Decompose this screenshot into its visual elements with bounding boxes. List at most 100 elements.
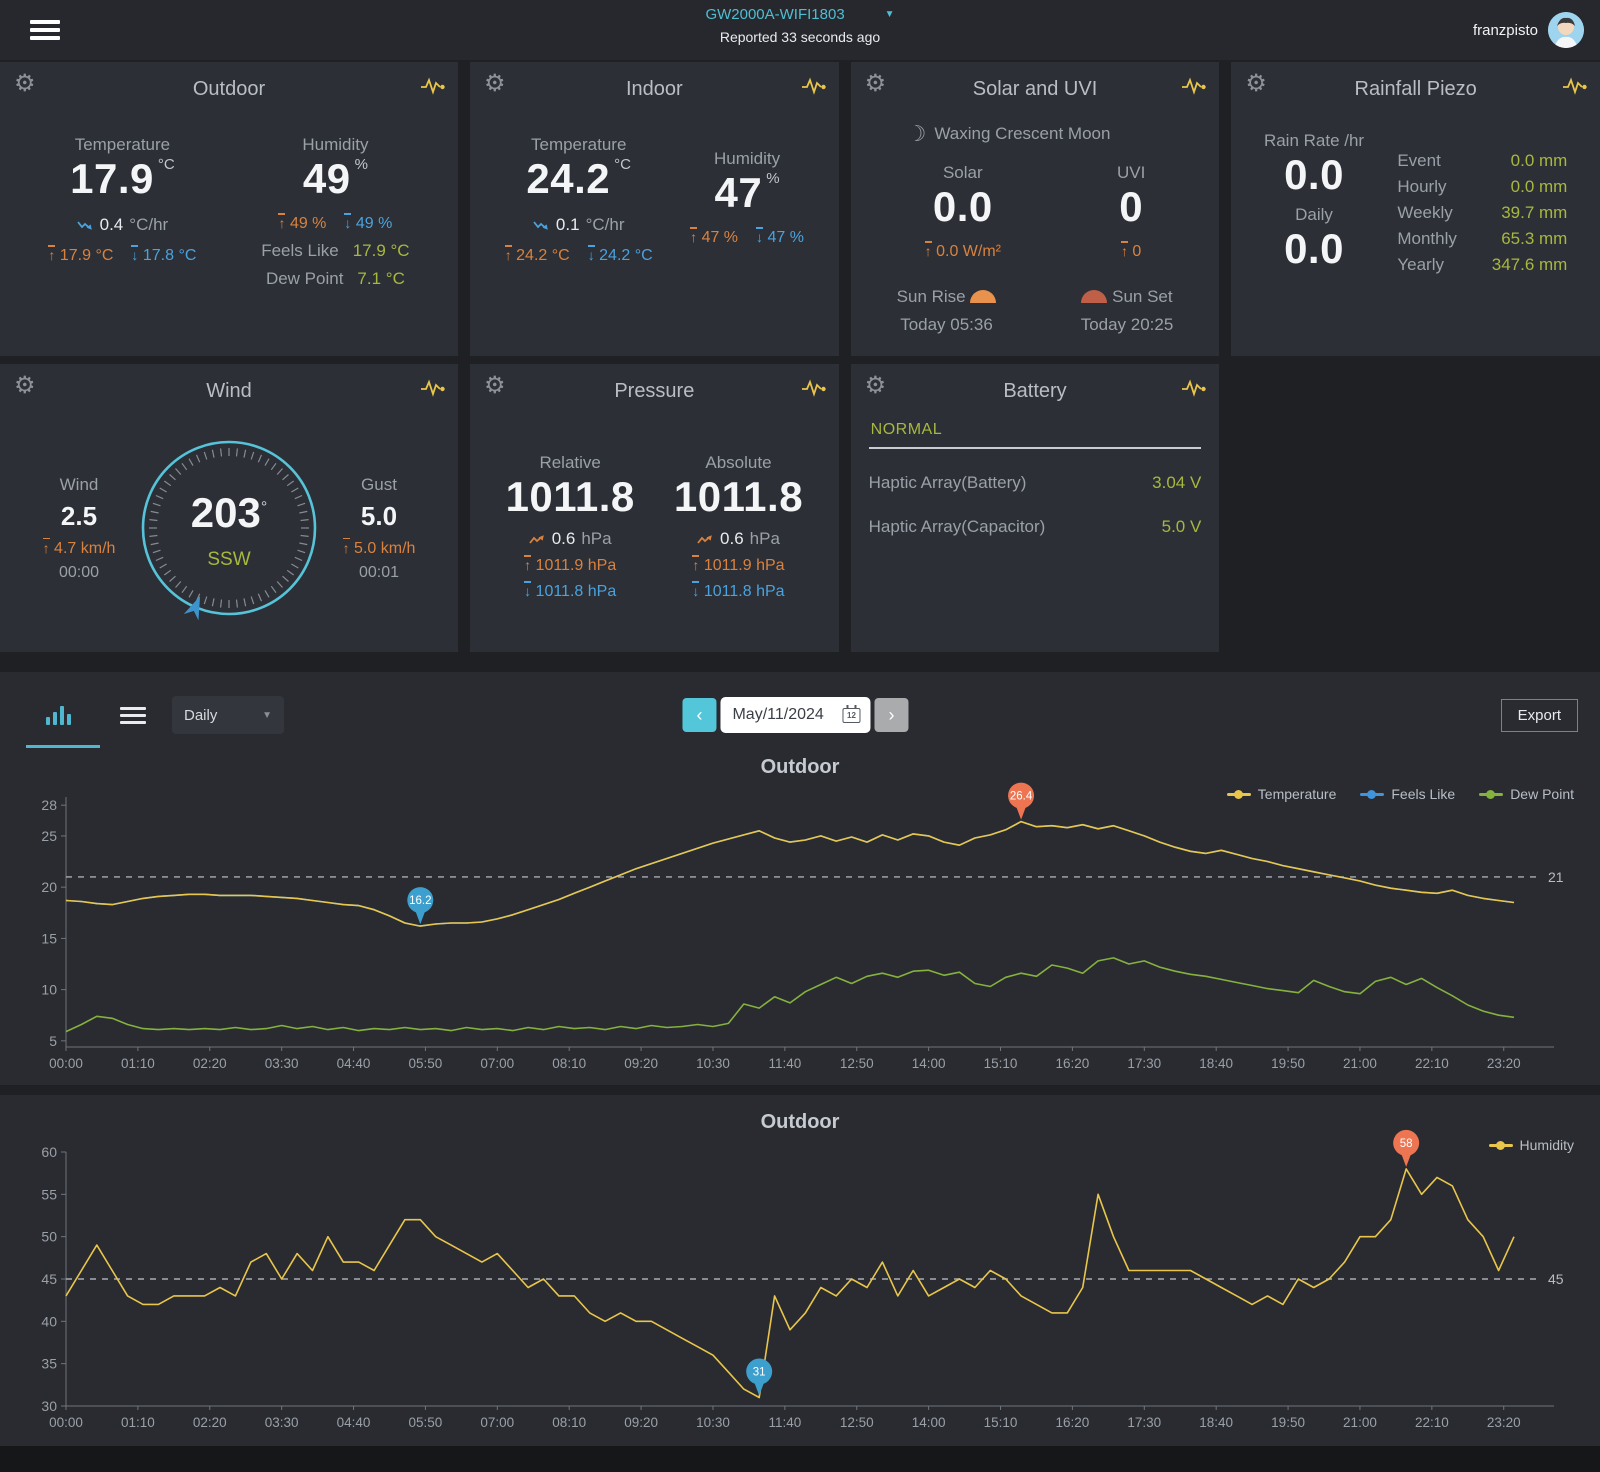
feels-like-value: 17.9 °C	[352, 241, 410, 260]
history-pulse-icon[interactable]	[801, 76, 827, 101]
svg-text:23:20: 23:20	[1487, 1415, 1521, 1430]
rain-stat-row: Monthly 65.3 mm	[1397, 229, 1568, 248]
humidity-chart[interactable]: 30 35 40 45 50 55 60 00:00 01:10 02:20 03:30 04:40 0…	[20, 1129, 1580, 1440]
svg-text:16:20: 16:20	[1056, 1415, 1090, 1430]
svg-text:31: 31	[753, 1367, 766, 1379]
svg-text:02:20: 02:20	[193, 1415, 227, 1430]
dew-point-value: 7.1 °C	[357, 269, 405, 288]
svg-text:04:40: 04:40	[337, 1415, 371, 1430]
history-pulse-icon[interactable]	[1181, 378, 1207, 403]
uvi-block: UVI 0 ↑ 0	[1116, 163, 1146, 260]
card-title: Battery	[1003, 380, 1067, 402]
card-pressure: ⚙ Pressure Relative 1011.8 0.6 hPa ↑ 101…	[470, 364, 839, 652]
avatar-face	[1548, 12, 1584, 48]
gear-icon[interactable]: ⚙	[484, 372, 506, 399]
menu-icon[interactable]	[30, 16, 60, 44]
svg-text:10: 10	[41, 982, 57, 998]
card-title: Rainfall Piezo	[1354, 78, 1477, 100]
svg-text:11:40: 11:40	[768, 1415, 801, 1430]
temperature-chart-block: Outdoor Temperature Feels Like Dew Point 5…	[20, 756, 1580, 1081]
svg-text:10:30: 10:30	[696, 1415, 730, 1430]
absolute-pressure-block: Absolute 1011.8 0.6 hPa ↑ 1011.9 hPa ↓ 1…	[673, 453, 804, 600]
gear-icon[interactable]: ⚙	[864, 70, 887, 97]
svg-text:14:00: 14:00	[912, 1056, 946, 1071]
battery-status: NORMAL	[870, 421, 943, 438]
chart-legend: Temperature Feels Like Dew Point	[1203, 786, 1574, 802]
svg-text:58: 58	[1400, 1138, 1413, 1150]
svg-text:14:00: 14:00	[912, 1415, 946, 1430]
battery-row: Haptic Array(Capacitor) 5.0 V	[868, 517, 1202, 536]
gear-icon[interactable]: ⚙	[484, 70, 506, 97]
svg-text:17:30: 17:30	[1127, 1056, 1161, 1071]
svg-text:09:20: 09:20	[624, 1056, 658, 1071]
chart-toolbar: Daily ▼ ‹ 12 › Export	[20, 682, 1580, 748]
sunrise-block: Sun Rise Today 05:36	[897, 287, 997, 335]
rain-stat-row: Event 0.0 mm	[1397, 151, 1568, 170]
indoor-humidity-block: Humidity 47% ↑ 47 % ↓ 47 %	[690, 149, 804, 246]
svg-text:40: 40	[41, 1313, 57, 1329]
legend-item[interactable]: Humidity	[1488, 1137, 1574, 1153]
rain-stat-row: Yearly 347.6 mm	[1397, 255, 1568, 274]
svg-text:03:30: 03:30	[265, 1415, 299, 1430]
next-day-button[interactable]: ›	[874, 698, 909, 732]
chevron-down-icon[interactable]: ▼	[884, 9, 895, 20]
legend-item[interactable]: Feels Like	[1360, 786, 1455, 802]
date-navigation: ‹ 12 ›	[682, 697, 909, 733]
trend-up-icon	[697, 534, 712, 544]
tab-list-view[interactable]	[120, 703, 146, 728]
avatar[interactable]	[1548, 12, 1584, 48]
svg-text:21: 21	[1548, 869, 1564, 885]
card-title: Outdoor	[192, 78, 266, 100]
svg-text:01:10: 01:10	[121, 1056, 155, 1071]
wind-speed-value: 2.5	[60, 500, 98, 531]
legend-item[interactable]: Dew Point	[1479, 786, 1574, 802]
min-value: ↓ 49 %	[344, 213, 393, 232]
svg-text:01:10: 01:10	[121, 1415, 155, 1430]
svg-text:50: 50	[41, 1229, 57, 1245]
dashboard-cards: ⚙ Outdoor Temperature 17.9 °C 0.4 °C/hr ↑…	[0, 62, 1600, 652]
chart-panel: Daily ▼ ‹ 12 › Export Outdoor Temperatur…	[0, 672, 1600, 1085]
svg-text:15:10: 15:10	[984, 1056, 1018, 1071]
wind-direction-arrow	[183, 596, 201, 621]
device-selector[interactable]: GW2000A-WIFI1803 ▼ Reported 33 seconds a…	[705, 6, 894, 45]
sunset-time: Today 20:25	[1080, 315, 1174, 334]
svg-text:22:10: 22:10	[1415, 1415, 1449, 1430]
svg-text:09:20: 09:20	[624, 1415, 658, 1430]
temperature-value: 17.9	[70, 155, 154, 202]
date-field[interactable]: 12	[720, 697, 871, 733]
wind-speed-block: Wind 2.5 ↑ 4.7 km/h 00:00	[24, 475, 134, 582]
gear-icon[interactable]: ⚙	[14, 70, 36, 97]
divider	[868, 447, 1202, 449]
chart-title: Outdoor	[760, 756, 840, 778]
gust-block: Gust 5.0 ↑ 5.0 km/h 00:01	[324, 475, 434, 582]
svg-text:05:50: 05:50	[409, 1056, 443, 1071]
gear-icon[interactable]: ⚙	[1245, 70, 1267, 97]
tab-chart-view[interactable]	[20, 705, 96, 725]
temperature-chart[interactable]: 5 10 15 20 25 28 00:00 01:10 02:20 03:30 04:40 05:5…	[20, 782, 1580, 1081]
prev-day-button[interactable]: ‹	[682, 698, 717, 732]
legend-item[interactable]: Temperature	[1226, 786, 1336, 802]
svg-text:19:50: 19:50	[1271, 1056, 1305, 1071]
history-pulse-icon[interactable]	[1562, 76, 1588, 101]
username: franzpisto	[1472, 21, 1538, 39]
history-pulse-icon[interactable]	[801, 378, 827, 403]
date-input[interactable]	[730, 705, 835, 725]
gear-icon[interactable]: ⚙	[864, 372, 887, 399]
device-name[interactable]: GW2000A-WIFI1803	[705, 6, 845, 23]
rain-stat-row: Weekly 39.7 mm	[1397, 203, 1568, 222]
svg-text:04:40: 04:40	[337, 1056, 371, 1071]
history-pulse-icon[interactable]	[420, 76, 446, 101]
card-title: Solar and UVI	[972, 78, 1098, 100]
card-outdoor: ⚙ Outdoor Temperature 17.9 °C 0.4 °C/hr ↑…	[0, 62, 458, 356]
svg-text:26.4: 26.4	[1010, 791, 1033, 803]
wind-direction-value: 203°	[190, 489, 268, 536]
gear-icon[interactable]: ⚙	[14, 372, 36, 399]
history-pulse-icon[interactable]	[420, 378, 446, 403]
card-battery: ⚙ Battery NORMAL Haptic Array(Battery) 3.…	[850, 364, 1220, 652]
interval-select[interactable]: Daily ▼	[172, 696, 284, 734]
export-button[interactable]: Export	[1500, 698, 1578, 732]
history-pulse-icon[interactable]	[1181, 76, 1207, 101]
sunset-block: Sun Set Today 20:25	[1080, 287, 1174, 334]
calendar-icon[interactable]: 12	[842, 704, 861, 723]
wind-compass: 203° SSW	[134, 433, 324, 623]
